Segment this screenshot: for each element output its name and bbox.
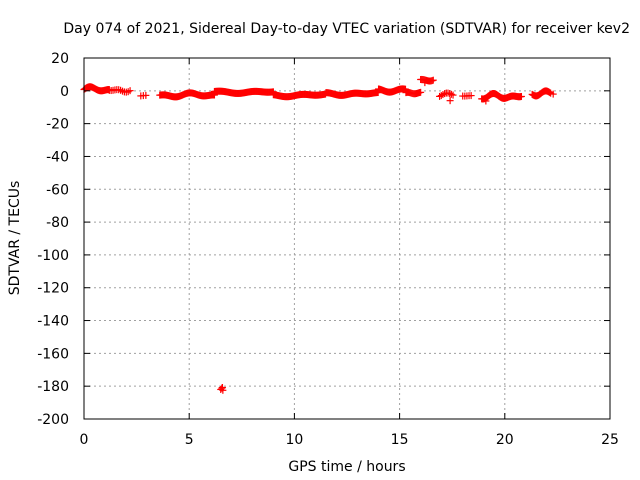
plot-frame (83, 57, 611, 420)
chart-title: Day 074 of 2021, Sidereal Day-to-day VTE… (63, 21, 630, 37)
data-point (126, 87, 134, 95)
x-tick-label: 25 (601, 432, 619, 448)
data-point (482, 97, 490, 105)
x-tick-label: 15 (391, 432, 409, 448)
data-point (417, 88, 425, 96)
y-tick-label: -140 (37, 314, 69, 330)
data-point (449, 91, 457, 99)
y-tick-label: -80 (46, 215, 69, 231)
y-tick-label: -160 (37, 346, 69, 362)
y-tick-label: -100 (37, 248, 69, 264)
data-point (446, 90, 454, 98)
y-tick-label: -180 (37, 379, 69, 395)
y-axis-label: SDTVAR / TECUs (7, 181, 23, 296)
data-point (218, 383, 226, 391)
axis-ticks: 20 0 -20 -40 -60 -80 -100 -120 -140 -160 -180 -200 0… (37, 51, 619, 448)
data-point (549, 90, 557, 98)
data-point (429, 76, 437, 84)
x-axis-label: GPS time / hours (288, 459, 405, 475)
data-point (446, 97, 454, 105)
data-point (421, 79, 429, 87)
data-point (447, 90, 455, 98)
y-tick-label: -200 (37, 412, 69, 428)
x-tick-label: 20 (496, 432, 514, 448)
x-tick-label: 5 (185, 432, 194, 448)
data-points (80, 75, 557, 394)
x-tick-label: 0 (80, 432, 89, 448)
data-point (467, 92, 475, 100)
y-tick-label: 0 (60, 84, 69, 100)
data-point (439, 91, 447, 99)
x-tick-label: 10 (285, 432, 303, 448)
y-tick-label: -60 (46, 182, 69, 198)
y-tick-label: -40 (46, 149, 69, 165)
grid-lines (84, 58, 610, 419)
y-tick-label: -20 (46, 117, 69, 133)
data-point (142, 91, 150, 99)
y-tick-label: -120 (37, 281, 69, 297)
data-point (517, 92, 525, 100)
y-tick-label: 20 (51, 51, 69, 67)
